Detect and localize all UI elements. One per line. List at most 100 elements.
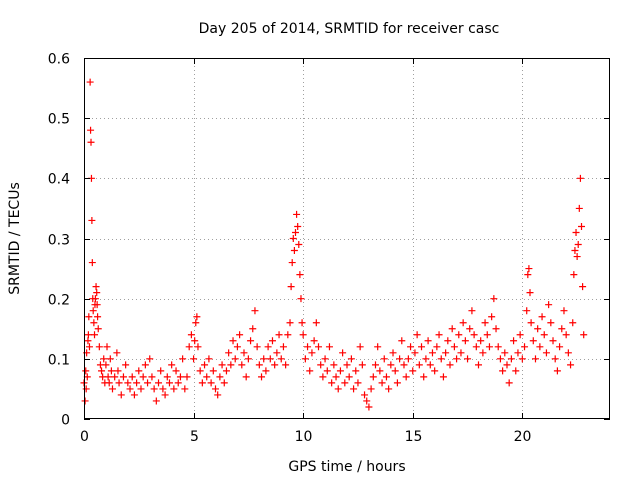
data-point-marker bbox=[378, 379, 386, 387]
data-point-marker bbox=[275, 331, 283, 339]
data-point-marker bbox=[323, 367, 331, 375]
plot-frame bbox=[84, 58, 610, 419]
data-point-marker bbox=[227, 361, 235, 369]
data-point-marker bbox=[172, 367, 180, 375]
data-point-marker bbox=[573, 253, 581, 261]
data-point-marker bbox=[461, 337, 469, 345]
data-point-marker bbox=[531, 355, 539, 363]
data-point-marker bbox=[367, 385, 375, 393]
data-point-marker bbox=[361, 391, 369, 399]
x-tick-label: 15 bbox=[405, 429, 423, 445]
data-point-marker bbox=[574, 241, 582, 249]
data-point-marker bbox=[299, 331, 307, 339]
data-point-marker bbox=[389, 349, 397, 357]
data-point-marker bbox=[345, 373, 353, 381]
data-point-marker bbox=[505, 379, 513, 387]
data-point-marker bbox=[273, 349, 281, 357]
data-point-marker bbox=[336, 367, 344, 375]
data-point-marker bbox=[547, 319, 555, 327]
data-point-marker bbox=[193, 313, 201, 321]
data-point-marker bbox=[150, 385, 158, 393]
data-point-marker bbox=[579, 283, 587, 291]
data-point-marker bbox=[271, 361, 279, 369]
data-point-marker bbox=[455, 331, 463, 339]
data-point-marker bbox=[402, 373, 410, 381]
data-point-marker bbox=[358, 361, 366, 369]
data-point-marker bbox=[152, 397, 160, 405]
data-point-marker bbox=[470, 331, 478, 339]
data-point-marker bbox=[369, 373, 377, 381]
data-point-marker bbox=[492, 325, 500, 333]
data-point-marker bbox=[301, 355, 309, 363]
data-point-marker bbox=[457, 349, 465, 357]
data-point-marker bbox=[317, 361, 325, 369]
data-point-marker bbox=[564, 349, 572, 357]
data-point-marker bbox=[174, 379, 182, 387]
data-point-marker bbox=[148, 373, 156, 381]
data-point-marker bbox=[196, 367, 204, 375]
data-point-marker bbox=[542, 349, 550, 357]
data-point-marker bbox=[339, 349, 347, 357]
data-point-marker bbox=[315, 343, 323, 351]
data-point-marker bbox=[442, 349, 450, 357]
data-point-marker bbox=[297, 295, 305, 303]
data-point-marker bbox=[216, 373, 224, 381]
data-point-marker bbox=[233, 343, 241, 351]
data-point-marker bbox=[168, 361, 176, 369]
data-point-marker bbox=[157, 367, 165, 375]
data-point-marker bbox=[82, 367, 90, 375]
data-point-marker bbox=[108, 385, 116, 393]
data-point-marker bbox=[220, 379, 228, 387]
data-point-marker bbox=[163, 373, 171, 381]
data-point-marker bbox=[198, 379, 206, 387]
data-point-marker bbox=[444, 337, 452, 345]
data-point-marker bbox=[238, 361, 246, 369]
data-point-marker bbox=[295, 241, 303, 249]
data-point-marker bbox=[115, 379, 123, 387]
data-point-marker bbox=[398, 337, 406, 345]
data-point-marker bbox=[291, 228, 299, 236]
data-point-marker bbox=[400, 361, 408, 369]
data-point-marker bbox=[576, 174, 584, 182]
data-point-marker bbox=[501, 349, 509, 357]
data-point-marker bbox=[551, 355, 559, 363]
data-point-marker bbox=[251, 307, 259, 315]
data-point-marker bbox=[181, 385, 189, 393]
data-point-marker bbox=[209, 367, 217, 375]
data-point-marker bbox=[433, 343, 441, 351]
data-point-marker bbox=[415, 361, 423, 369]
data-point-marker bbox=[294, 222, 302, 230]
data-point-marker bbox=[135, 367, 143, 375]
data-point-marker bbox=[376, 367, 384, 375]
data-points bbox=[80, 78, 588, 411]
data-point-marker bbox=[413, 331, 421, 339]
data-point-marker bbox=[218, 361, 226, 369]
data-point-marker bbox=[540, 331, 548, 339]
data-point-marker bbox=[91, 295, 99, 303]
data-point-marker bbox=[114, 367, 122, 375]
data-point-marker bbox=[87, 138, 95, 146]
data-point-marker bbox=[287, 283, 295, 291]
data-point-marker bbox=[420, 373, 428, 381]
data-point-marker bbox=[165, 379, 173, 387]
data-point-marker bbox=[343, 361, 351, 369]
data-point-marker bbox=[161, 391, 169, 399]
data-point-marker bbox=[569, 319, 577, 327]
data-point-marker bbox=[104, 373, 112, 381]
data-point-marker bbox=[207, 379, 215, 387]
data-point-marker bbox=[93, 289, 101, 297]
data-point-marker bbox=[128, 373, 136, 381]
data-point-marker bbox=[85, 343, 93, 351]
data-point-marker bbox=[347, 355, 355, 363]
data-point-marker bbox=[85, 313, 93, 321]
data-point-marker bbox=[260, 355, 268, 363]
data-point-marker bbox=[229, 337, 237, 345]
data-point-marker bbox=[244, 355, 252, 363]
data-point-marker bbox=[514, 349, 522, 357]
data-point-marker bbox=[240, 349, 248, 357]
data-point-marker bbox=[310, 337, 318, 345]
data-point-marker bbox=[418, 343, 426, 351]
data-point-marker bbox=[100, 355, 108, 363]
data-point-marker bbox=[510, 337, 518, 345]
data-point-marker bbox=[464, 355, 472, 363]
